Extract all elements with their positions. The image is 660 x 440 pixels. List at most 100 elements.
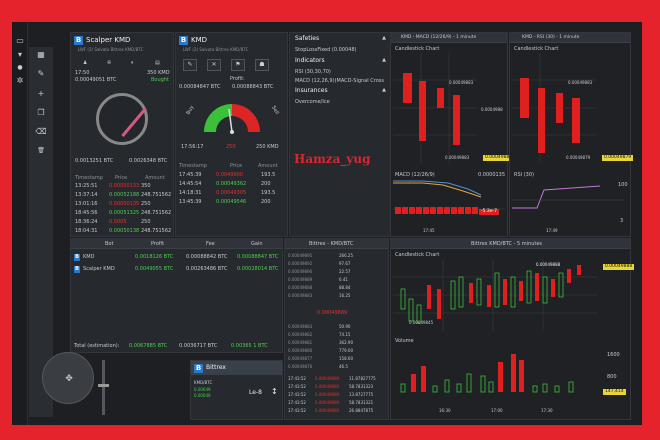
main-chart-panel: Bittrex KMD/BTC - 5 minutes Candlestick … <box>390 238 635 420</box>
trade-amount: 58.7831323 <box>349 384 374 389</box>
insurances-title[interactable]: Insurances <box>295 87 328 94</box>
wallet-coin: KMD/BTC <box>194 380 213 385</box>
buy-label: Buy <box>185 104 196 116</box>
kmd-panel: B KMD LWF (2) Salvato Bittrex KMD/BTC ✎ … <box>175 32 288 237</box>
bot-summary-panel: Bot Profit Fee Gain B KMD 0.0018126 BTC … <box>70 238 283 353</box>
scalper-kmd: 350 KMD <box>147 70 170 76</box>
total-fee: 0.0036717 BTC <box>179 343 218 349</box>
volume-tag: 147,414 <box>603 389 626 395</box>
kmd-time: 17:56:17 <box>181 144 204 150</box>
profit-value: 0.00084847 BTC <box>179 84 221 90</box>
table-row-price: 0.00052188 <box>109 192 140 198</box>
bittrex-logo-icon: B <box>194 364 203 373</box>
safeties-title[interactable]: Safeties <box>295 35 320 42</box>
macd-chart-title: KMD - MACD (12/26/9) - 1 minute <box>401 35 477 40</box>
trade-time: 17:43:52 <box>288 384 306 389</box>
ask-price: 0.00049892 <box>288 261 313 266</box>
table-row-amount: 248.751562 <box>141 192 172 198</box>
flag-button[interactable]: ⚑ <box>231 59 245 71</box>
time-tick-1: 16:30 <box>439 408 451 413</box>
tools-button[interactable]: ✎ <box>183 59 197 71</box>
stoploss-item: StopLossFixed (0.00048) <box>295 47 357 53</box>
monitor-icon[interactable]: ▭ <box>16 36 24 45</box>
table-row-timestamp: 17:45:39 <box>179 172 202 178</box>
main-price-tag: 0.00049888 <box>603 264 635 270</box>
grid-icon[interactable]: ▦ <box>37 50 45 59</box>
edit-icon[interactable]: ✎ <box>37 69 45 78</box>
ask-amount: 22.57 <box>339 269 351 274</box>
gears-icon[interactable]: ✲ <box>16 76 24 85</box>
orderbook-panel: Bittrex - KMD/BTC 0.00049895 266.25 0.0004… <box>284 238 389 420</box>
trash-icon[interactable]: 🗑 <box>37 147 45 154</box>
bot-row-profit: 0.0049055 BTC <box>135 266 174 272</box>
bot-row-fee: 0.00088842 BTC <box>186 254 228 260</box>
scalper-gauge <box>96 93 148 145</box>
ask-amount: 266.25 <box>339 253 353 258</box>
zoom-slider[interactable] <box>98 360 109 415</box>
ask-price: 0.00049883 <box>288 293 313 298</box>
bot-row-name[interactable]: KMD <box>83 254 95 260</box>
bid-price: 0.00049881 <box>288 340 313 345</box>
person-icon[interactable]: ♟ <box>83 60 88 66</box>
sort-icon[interactable]: ↕ <box>271 387 278 396</box>
bittrex-logo-icon: B <box>74 36 83 45</box>
collapse-icon[interactable]: ▲ <box>382 35 386 41</box>
scalper-title: Scalper KMD <box>86 36 131 44</box>
volume-label: Volume <box>395 338 414 344</box>
table-row-amount: 200 <box>261 199 271 205</box>
rsi-candles <box>512 53 596 163</box>
rsi-line <box>512 185 624 209</box>
ask-price: 0.00049888 <box>288 285 313 290</box>
scalper-panel: B Scalper KMD LWF (2) Salvato Bittrex KM… <box>70 32 174 237</box>
collapse-icon[interactable]: ▲ <box>382 57 386 63</box>
bid-price: 0.00049877 <box>288 356 313 361</box>
trade-amount: 58.7831321 <box>349 400 374 405</box>
plus-icon[interactable]: + <box>37 89 45 98</box>
dpad-icon[interactable]: ✥ <box>65 374 73 384</box>
eraser-icon[interactable]: ⌫ <box>35 127 47 136</box>
rsi-price-3: 0.00049879 <box>566 155 591 160</box>
ask-price: 0.00049889 <box>288 277 313 282</box>
zoom-slider-handle[interactable] <box>98 384 109 387</box>
hat-button[interactable]: ☗ <box>255 59 269 71</box>
time-tick-2: 17:00 <box>491 408 503 413</box>
indicators-title[interactable]: Indicators <box>295 57 325 64</box>
bittrex-logo-icon: B <box>179 36 188 45</box>
trade-price: 0.00049889 <box>315 400 340 405</box>
bittrex-logo-icon: B <box>74 254 80 261</box>
pause-icon[interactable]: ⏸ <box>131 60 134 66</box>
time-tick-3: 17:30 <box>541 408 553 413</box>
scalper-time: 17:50 <box>75 70 90 76</box>
orderbook-mid-price: 0.00049889 <box>317 310 348 316</box>
ask-price: 0.00049890 <box>288 269 313 274</box>
table-row-timestamp: 13:01:16 <box>75 201 98 207</box>
scalper-subtitle: LWF (2) Salvato Bittrex KMD/BTC <box>78 47 144 52</box>
kmd-qty: 250 <box>226 144 236 150</box>
bot-th-profit: Profit <box>151 241 165 247</box>
table-row-amount: 248.751562 <box>141 210 172 216</box>
copy-icon[interactable]: ❐ <box>37 108 45 117</box>
trade-price: 0.00049889 <box>315 392 340 397</box>
rsi-price-tag: 0.00049879 <box>602 155 634 161</box>
chart-icon[interactable]: ▤ <box>155 60 160 66</box>
wallet-title: Bittrex <box>206 364 226 371</box>
bot-row-name[interactable]: Scalper KMD <box>83 266 115 272</box>
close-button[interactable]: ✕ <box>207 59 221 71</box>
trade-time: 17:43:52 <box>288 392 306 397</box>
volume-value-2: 800 <box>607 374 617 380</box>
filter-icon[interactable]: ▾ <box>17 50 22 59</box>
volume-bars <box>400 354 574 393</box>
bot-row-gain: 0.00028014 BTC <box>237 266 279 272</box>
ask-amount: 88.84 <box>339 285 351 290</box>
wallet-value-2: 0.00049 <box>194 393 211 398</box>
scalper-status: Bought <box>151 77 169 83</box>
table-row-price: 0.00051325 <box>109 210 140 216</box>
collapse-icon[interactable]: ▲ <box>382 87 386 93</box>
ask-amount: 6.41 <box>339 277 348 282</box>
user-icon[interactable]: ● <box>17 64 23 71</box>
sell-label: Sell <box>270 104 280 116</box>
trade-price: 0.00049889 <box>315 376 340 381</box>
robot-icon[interactable]: ✇ <box>107 60 112 66</box>
joystick-control[interactable]: ✥ <box>42 352 94 404</box>
kmd-qty2: 250 KMD <box>256 144 279 150</box>
